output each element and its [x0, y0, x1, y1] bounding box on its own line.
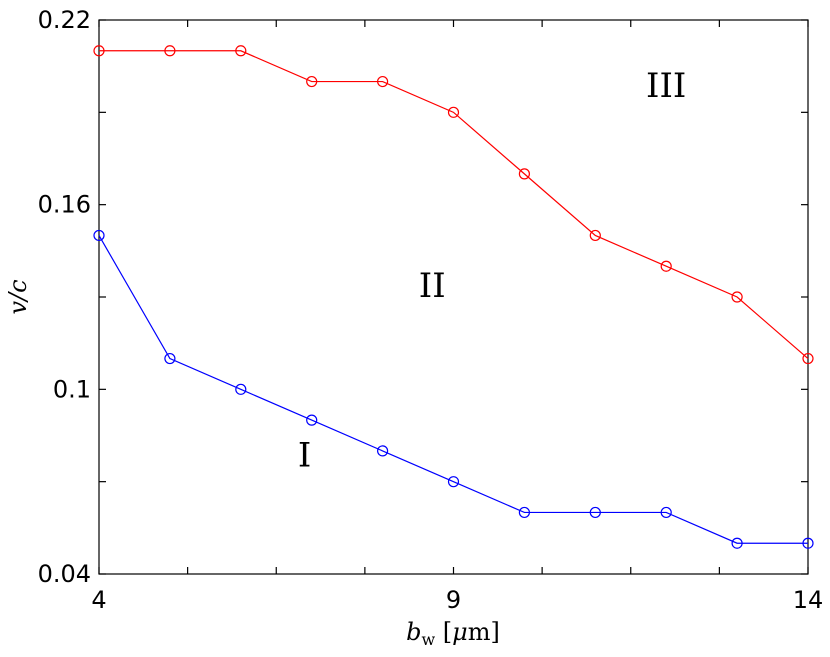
- region-label: II: [419, 266, 446, 306]
- series-layer: [93, 45, 814, 549]
- data-point: [164, 45, 176, 57]
- y-tick-label: 0.1: [53, 375, 91, 403]
- region-label: I: [298, 435, 311, 475]
- axis-ticks: [98, 19, 809, 575]
- tick-labels: 4 9 14 0.04 0.1 0.16 0.22: [38, 6, 824, 614]
- plot-area: [98, 19, 809, 575]
- data-point: [589, 506, 601, 519]
- series-line-0: [99, 50, 809, 360]
- y-tick-label: 0.04: [38, 560, 91, 588]
- data-point: [731, 291, 743, 303]
- data-point: [306, 414, 318, 426]
- data-point: [802, 352, 814, 365]
- x-tick-label: 9: [446, 586, 461, 614]
- x-axis-label: bw [μm]: [406, 618, 500, 649]
- data-point: [306, 75, 318, 88]
- data-point: [235, 45, 247, 57]
- data-point: [93, 229, 105, 242]
- series-line-1: [98, 235, 808, 544]
- data-point: [731, 537, 743, 549]
- x-tick-label: 4: [91, 586, 106, 614]
- data-point: [589, 229, 601, 242]
- data-point: [518, 506, 531, 519]
- data-point: [235, 383, 247, 395]
- data-point: [518, 168, 531, 180]
- data-point: [93, 45, 105, 57]
- y-tick-label: 0.22: [38, 6, 91, 34]
- region-label: III: [646, 66, 686, 106]
- data-point: [377, 445, 389, 457]
- data-point: [164, 352, 176, 365]
- data-point: [802, 537, 814, 549]
- data-point: [660, 260, 672, 272]
- data-point: [660, 506, 672, 519]
- data-point: [447, 476, 460, 488]
- x-tick-label: 14: [793, 586, 824, 614]
- y-axis-label: v/c: [4, 279, 32, 314]
- data-point: [447, 106, 460, 118]
- y-tick-label: 0.16: [38, 191, 91, 219]
- data-point: [377, 75, 389, 88]
